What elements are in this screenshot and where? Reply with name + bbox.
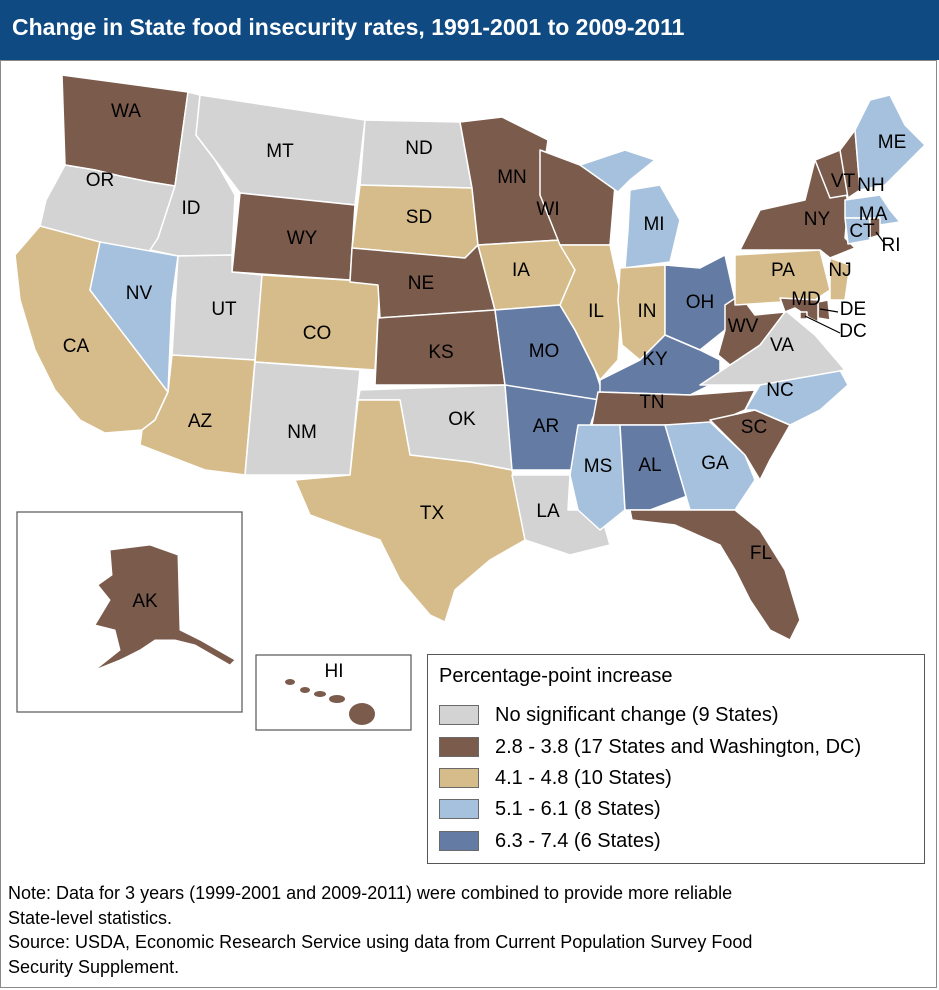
legend-swatch [439, 831, 479, 851]
state-NJ[interactable] [829, 257, 851, 301]
label-WA: WA [111, 101, 141, 122]
label-HI: HI [325, 661, 344, 682]
label-DE: DE [840, 299, 866, 320]
label-OK: OK [448, 409, 476, 430]
state-NM[interactable] [244, 361, 361, 476]
label-MI: MI [643, 214, 664, 235]
map-title: Change in State food insecurity rates, 1… [12, 14, 685, 40]
label-MD: MD [791, 289, 821, 310]
label-NC: NC [766, 380, 793, 401]
label-ME: ME [878, 132, 907, 153]
label-VT: VT [831, 171, 856, 192]
legend-swatch [439, 768, 479, 788]
legend: Percentage-point increase No significant… [427, 654, 925, 864]
state-FL[interactable] [629, 509, 801, 641]
label-SD: SD [406, 207, 432, 228]
label-KS: KS [428, 342, 453, 363]
legend-label: 2.8 - 3.8 (17 States and Washington, DC) [495, 736, 862, 758]
state-LA[interactable] [511, 474, 611, 556]
legend-swatch [439, 737, 479, 757]
state-ME[interactable] [854, 94, 926, 191]
state-MI[interactable] [579, 149, 681, 269]
label-WV: WV [728, 316, 759, 337]
label-AL: AL [638, 455, 661, 476]
state-HI[interactable] [285, 679, 375, 725]
label-IL: IL [588, 301, 604, 322]
label-MA: MA [859, 204, 888, 225]
state-TX[interactable] [294, 399, 526, 623]
label-ID: ID [182, 198, 201, 219]
state-AK[interactable] [94, 544, 236, 671]
label-IN: IN [638, 301, 657, 322]
label-CO: CO [303, 323, 332, 344]
note-line: State-level statistics. [8, 907, 173, 928]
label-CA: CA [63, 336, 90, 357]
legend-label: 5.1 - 6.1 (8 States) [495, 798, 661, 820]
label-IA: IA [512, 260, 530, 281]
label-NM: NM [287, 422, 317, 443]
legend-swatch [439, 705, 479, 725]
state-PA[interactable] [734, 249, 831, 306]
label-OH: OH [686, 292, 715, 313]
label-GA: GA [701, 453, 729, 474]
label-AK: AK [132, 591, 158, 612]
notes: Note: Data for 3 years (1999-2001 and 20… [8, 881, 928, 979]
state-NV[interactable] [89, 241, 179, 393]
label-TX: TX [420, 503, 445, 524]
label-AR: AR [533, 416, 559, 437]
label-WI: WI [536, 199, 559, 220]
label-ND: ND [405, 138, 432, 159]
state-RI[interactable] [869, 217, 881, 239]
label-NV: NV [126, 283, 153, 304]
label-CT: CT [849, 221, 875, 242]
legend-label: No significant change (9 States) [495, 704, 779, 726]
label-TN: TN [639, 392, 664, 413]
label-NJ: NJ [828, 260, 851, 281]
label-MT: MT [266, 141, 294, 162]
leader-lines [804, 231, 886, 334]
label-AZ: AZ [188, 411, 213, 432]
label-VA: VA [770, 335, 794, 356]
label-MO: MO [529, 341, 560, 362]
state-CT[interactable] [844, 217, 871, 245]
header-bar: Change in State food insecurity rates, 1… [0, 0, 939, 60]
label-NE: NE [408, 273, 434, 294]
legend-swatch [439, 799, 479, 819]
label-LA: LA [536, 501, 560, 522]
state-DC[interactable] [799, 311, 808, 320]
source-line: Source: USDA, Economic Research Service … [8, 932, 753, 952]
map-frame [0, 60, 937, 988]
label-SC: SC [741, 417, 767, 438]
note-line: Note: Data for 3 years (1999-2001 and 20… [8, 883, 733, 903]
label-KY: KY [642, 349, 668, 370]
label-NY: NY [804, 209, 831, 230]
label-MS: MS [584, 456, 613, 477]
label-DC: DC [839, 321, 866, 342]
hawaii-inset-box [255, 654, 412, 731]
label-NH: NH [857, 175, 884, 196]
us-map: WA OR CA ID NV MT WY UT AZ CO NM ND SD N… [14, 74, 926, 731]
label-WY: WY [287, 228, 318, 249]
label-UT: UT [211, 299, 237, 320]
label-PA: PA [771, 260, 795, 281]
legend-title: Percentage-point increase [439, 665, 673, 687]
label-FL: FL [750, 543, 772, 564]
label-RI: RI [882, 235, 901, 256]
source-line: Security Supplement. [8, 956, 180, 977]
label-MN: MN [497, 167, 527, 188]
legend-label: 6.3 - 7.4 (6 States) [495, 830, 661, 852]
legend-label: 4.1 - 4.8 (10 States) [495, 767, 672, 789]
label-OR: OR [86, 170, 115, 191]
state-labels: WA OR CA ID NV MT WY UT AZ CO NM ND SD N… [63, 101, 906, 682]
